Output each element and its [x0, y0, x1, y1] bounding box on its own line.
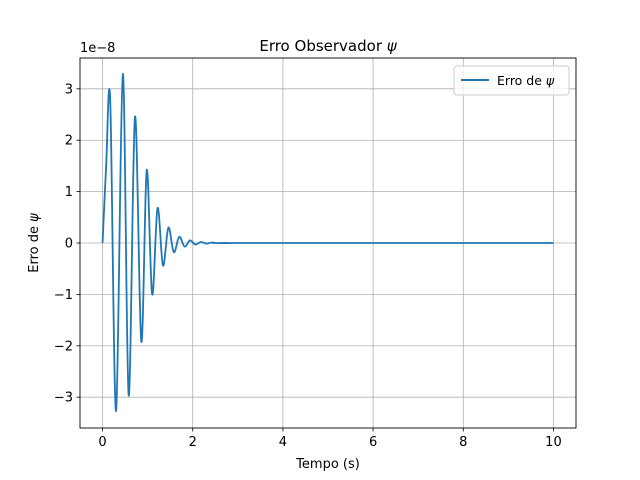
y-tick-label: 3	[65, 82, 73, 97]
x-tick-label: 2	[189, 435, 197, 450]
x-ticks: 0 2 4 6 8 10	[98, 428, 562, 450]
y-tick-label: −3	[54, 391, 73, 406]
chart-title-prefix: Erro Observador	[259, 37, 386, 55]
legend-label-symbol: ψ	[546, 73, 555, 88]
chart-title: Erro Observador ψ	[259, 37, 397, 55]
x-axis-label: Tempo (s)	[295, 457, 360, 472]
series-layer	[101, 73, 554, 412]
legend-label-prefix: Erro de	[497, 73, 546, 88]
legend: Erro de ψ	[453, 65, 570, 96]
chart-title-symbol: ψ	[387, 37, 398, 55]
y-axis-label-symbol: ψ	[27, 213, 42, 222]
y-axis-label: Erro de ψ	[27, 213, 42, 273]
y-tick-label: 1	[65, 185, 73, 200]
x-tick-label: 8	[459, 435, 467, 450]
legend-box	[453, 65, 570, 96]
y-axis-label-prefix: Erro de	[27, 222, 42, 273]
x-tick-label: 10	[545, 435, 562, 450]
x-tick-label: 4	[279, 435, 287, 450]
x-tick-label: 0	[98, 435, 106, 450]
legend-label-erro-psi: Erro de ψ	[497, 73, 555, 88]
y-tick-label: 0	[65, 237, 73, 252]
y-offset-text: 1e−8	[80, 41, 115, 56]
x-tick-label: 6	[369, 435, 377, 450]
y-tick-label: −1	[54, 288, 73, 303]
series-line-erro-psi	[101, 73, 554, 412]
y-tick-label: 2	[65, 134, 73, 149]
y-ticks: 3 2 1 0 −1 −2 −3	[54, 82, 80, 406]
y-tick-label: −2	[54, 339, 73, 354]
